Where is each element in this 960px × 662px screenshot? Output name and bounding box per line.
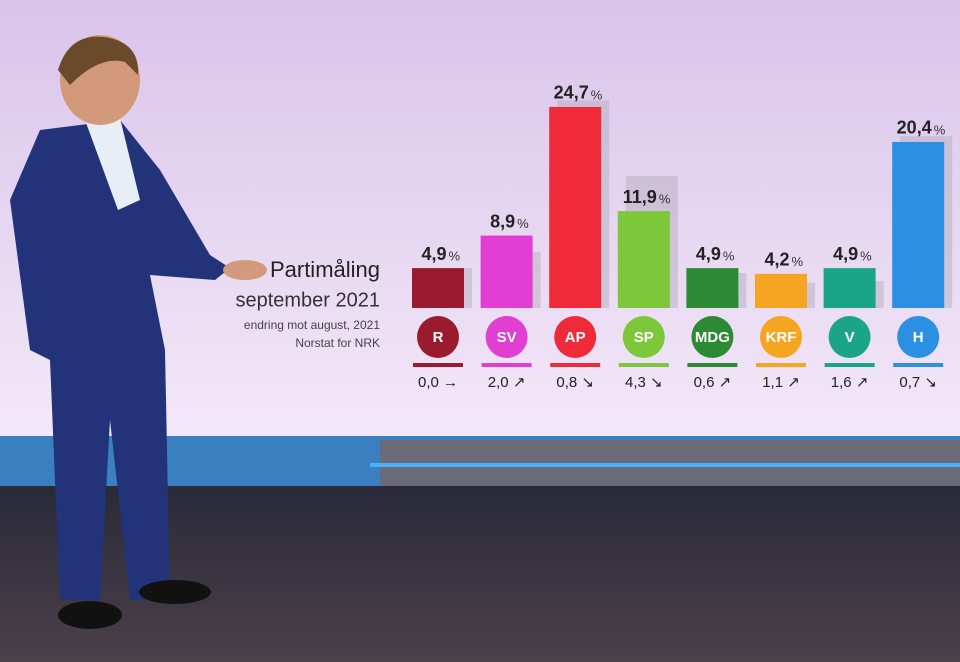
underline: [550, 363, 601, 367]
value-label: 4,2: [764, 250, 789, 270]
underline: [893, 363, 944, 367]
unit-label: %: [723, 249, 735, 264]
underline: [413, 363, 463, 367]
party-badge: [760, 316, 802, 358]
change-label: 4,3 ↘: [625, 374, 663, 391]
light-strip: [370, 463, 960, 467]
bar: [823, 268, 876, 308]
change-label: 0,0 →: [418, 374, 458, 391]
chart-title: Partimåling: [270, 257, 380, 282]
bar: [480, 235, 533, 308]
change-label: 0,6 ↗: [694, 374, 732, 391]
note: Norstat for NRK: [295, 336, 380, 350]
category-label: KRF: [766, 329, 797, 346]
underline: [618, 363, 669, 367]
bar: [549, 106, 602, 308]
value-label: 24,7: [554, 83, 589, 103]
unit-label: %: [934, 122, 946, 137]
change-label: 1,6 ↗: [831, 374, 869, 391]
category-label: SP: [634, 329, 654, 346]
unit-label: %: [860, 249, 872, 264]
underline: [824, 363, 875, 367]
category-label: SV: [497, 329, 517, 346]
category-label: R: [433, 329, 444, 346]
change-label: 1,1 ↗: [762, 374, 800, 391]
value-label: 4,9: [421, 244, 446, 264]
party-badge: [485, 316, 528, 358]
bar: [617, 211, 670, 308]
party-badge: [828, 316, 871, 358]
presenter: [10, 35, 267, 629]
value-label: 20,4: [897, 118, 932, 138]
unit-label: %: [517, 216, 529, 231]
underline: [687, 363, 738, 367]
underline: [481, 363, 532, 367]
change-label: 0,8 ↘: [556, 374, 594, 391]
chart-subtitle: september 2021: [235, 289, 380, 311]
value-label: 4,9: [696, 244, 721, 264]
category-label: H: [913, 329, 924, 346]
bar: [686, 268, 739, 308]
unit-label: %: [449, 249, 461, 264]
underline: [756, 363, 806, 367]
unit-label: %: [591, 87, 603, 102]
party-badge: [417, 316, 459, 358]
change-label: 2,0 ↗: [488, 374, 526, 391]
category-label: AP: [565, 329, 586, 346]
unit-label: %: [659, 192, 671, 207]
party-badge: [554, 316, 597, 358]
party-badge: [897, 316, 940, 358]
category-label: MDG: [695, 329, 730, 346]
value-label: 4,9: [833, 244, 858, 264]
bar: [755, 273, 807, 308]
change-label: 0,7 ↘: [899, 374, 937, 391]
value-label: 8,9: [490, 211, 515, 231]
party-badge: [622, 316, 665, 358]
note: endring mot august, 2021: [244, 318, 380, 332]
value-label: 11,9: [623, 187, 657, 207]
bar: [412, 268, 464, 308]
party-badge: [691, 316, 734, 358]
category-label: V: [845, 329, 855, 346]
unit-label: %: [792, 254, 804, 269]
bar: [892, 141, 945, 308]
